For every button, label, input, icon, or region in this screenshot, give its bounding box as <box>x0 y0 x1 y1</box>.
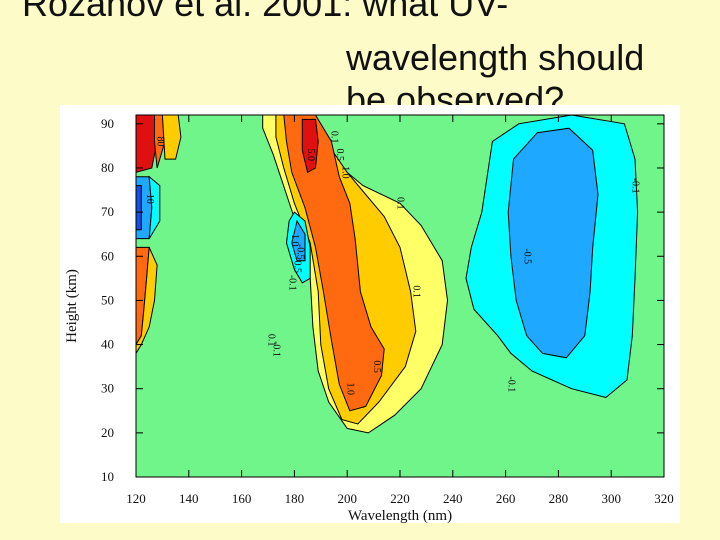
y-axis-label: Height (km) <box>64 269 80 343</box>
contour-label: 10 <box>144 194 155 204</box>
y-tick-label: 70 <box>101 204 114 219</box>
contour-region--1.0 <box>136 185 142 231</box>
contour-label: 80 <box>154 136 165 146</box>
contour-region--0.1 <box>148 175 161 239</box>
x-tick-label: 160 <box>232 491 252 506</box>
contour-label: 5.0 <box>305 148 316 161</box>
contour-label: -0.1 <box>271 341 282 357</box>
contour-region-1.0 <box>154 115 166 169</box>
contour-region--0.5 <box>507 127 599 359</box>
contour-label: 0.1 <box>411 285 422 298</box>
contour-region-0.5 <box>161 115 182 160</box>
contour-region-5.0 <box>301 118 319 174</box>
contour-region-5.0 <box>136 115 158 173</box>
contour-label: 1.0 <box>339 166 350 179</box>
contour-label: 0.5 <box>371 360 382 373</box>
axes: 120 140 160 180 200 220 240 260 280 300 320 10 20 30 4… <box>101 115 674 506</box>
slide-title-line-1: Rozanov et al. 2001: what UV- <box>22 0 509 24</box>
x-tick-label: 200 <box>337 491 357 506</box>
y-tick-label: 60 <box>101 248 114 263</box>
contour-figure: 5.0 0.1 0.5 1.0 -1.0 -0.5 -0.5 -0.1 0.1 -0.1 1.0 0.… <box>60 105 680 523</box>
x-tick-label: 220 <box>390 491 410 506</box>
x-axis-label: Wavelength (nm) <box>348 508 452 523</box>
x-tick-label: 260 <box>496 491 515 506</box>
y-tick-label: 10 <box>101 469 114 484</box>
contour-label: 0.1 <box>265 334 276 347</box>
contour-label: 0.1 <box>329 131 340 144</box>
x-tick-label: 300 <box>601 491 621 506</box>
x-tick-label: 320 <box>654 491 674 506</box>
contour-label: -0.5 <box>521 248 532 264</box>
contour-region-0.5 <box>136 247 158 355</box>
contour-label: 0.1 <box>395 197 406 210</box>
y-tick-label: 50 <box>101 292 114 307</box>
contour-fills <box>136 115 639 434</box>
contour-label: -0.1 <box>286 275 297 291</box>
contour-label: 1.0 <box>345 382 356 395</box>
slide-title-line-2: wavelength should <box>346 37 645 78</box>
contour-label: -0.5 <box>292 257 303 273</box>
y-tick-label: 80 <box>101 160 114 175</box>
contour-label: -1.0 <box>289 231 300 247</box>
contour-region-1.0 <box>283 115 385 412</box>
contour-labels: 5.00.10.51.0-1.0-0.5-0.5-0.10.1-0.11.00.… <box>144 131 641 395</box>
contour-plot: 5.00.10.51.0-1.0-0.5-0.5-0.10.1-0.11.00.… <box>64 114 674 523</box>
y-tick-label: 90 <box>101 116 114 131</box>
y-tick-label: 30 <box>101 381 114 396</box>
x-tick-label: 180 <box>285 491 305 506</box>
contour-label: 0.5 <box>334 148 345 161</box>
contour-label: -0.1 <box>630 178 641 194</box>
contour-label: -0.1 <box>506 376 517 392</box>
x-tick-label: 140 <box>179 491 199 506</box>
x-tick-label: 120 <box>126 491 146 506</box>
contour-region--0.5 <box>291 219 306 262</box>
y-tick-label: 40 <box>101 337 114 352</box>
x-tick-label: 280 <box>549 491 569 506</box>
x-tick-label: 240 <box>443 491 463 506</box>
y-tick-label: 20 <box>101 425 114 440</box>
contour-label: -0.5 <box>294 244 305 260</box>
